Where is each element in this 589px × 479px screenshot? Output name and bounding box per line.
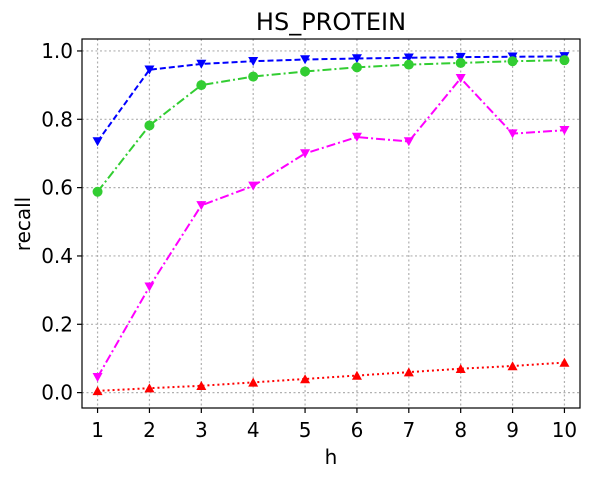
x-tick-label: 9 [506,418,519,442]
y-tick-label: 1.0 [41,39,73,63]
y-tick-label: 0.2 [41,312,73,336]
data-point [559,55,569,65]
x-tick-label: 4 [247,418,260,442]
data-point [300,149,310,158]
series-line [98,78,565,377]
x-axis-label: h [325,445,338,469]
y-tick-label: 0.6 [41,176,73,200]
series-3 [93,358,570,395]
data-point [508,361,518,370]
data-point [456,58,466,68]
x-tick-label: 2 [143,418,156,442]
data-point [144,120,154,130]
grid [82,39,580,408]
series-layer [93,52,570,395]
data-point [196,201,206,210]
data-point [196,80,206,90]
y-tick-label: 0.4 [41,244,73,268]
y-tick-label: 0.8 [41,107,73,131]
series-1 [93,55,570,197]
series-0 [93,52,570,146]
data-point [144,282,154,291]
data-point [300,66,310,76]
data-point [352,62,362,72]
x-tick-label: 1 [91,418,104,442]
x-tick-label: 3 [195,418,208,442]
y-tick-label: 0.0 [41,381,73,405]
x-tick-label: 6 [351,418,364,442]
y-axis-ticks: 0.0 0.2 0.4 0.6 0.8 1.0 [41,39,82,405]
data-point [248,72,258,82]
data-point [93,187,103,197]
series-line [98,363,565,391]
chart-title: HS_PROTEIN [256,8,406,36]
x-tick-label: 5 [299,418,312,442]
x-axis-ticks: 1 2 3 4 5 6 7 8 9 10 [91,408,577,442]
x-tick-label: 7 [402,418,415,442]
x-tick-label: 10 [552,418,577,442]
data-point [93,373,103,382]
data-point [93,386,103,395]
data-point [93,137,103,146]
plot-frame [82,39,580,408]
series-2 [93,74,570,382]
data-point [559,358,569,367]
series-line [98,60,565,192]
y-axis-label: recall [11,197,35,251]
x-tick-label: 8 [454,418,467,442]
data-point [248,378,258,387]
data-point [248,182,258,191]
data-point [508,56,518,66]
data-point [404,60,414,70]
